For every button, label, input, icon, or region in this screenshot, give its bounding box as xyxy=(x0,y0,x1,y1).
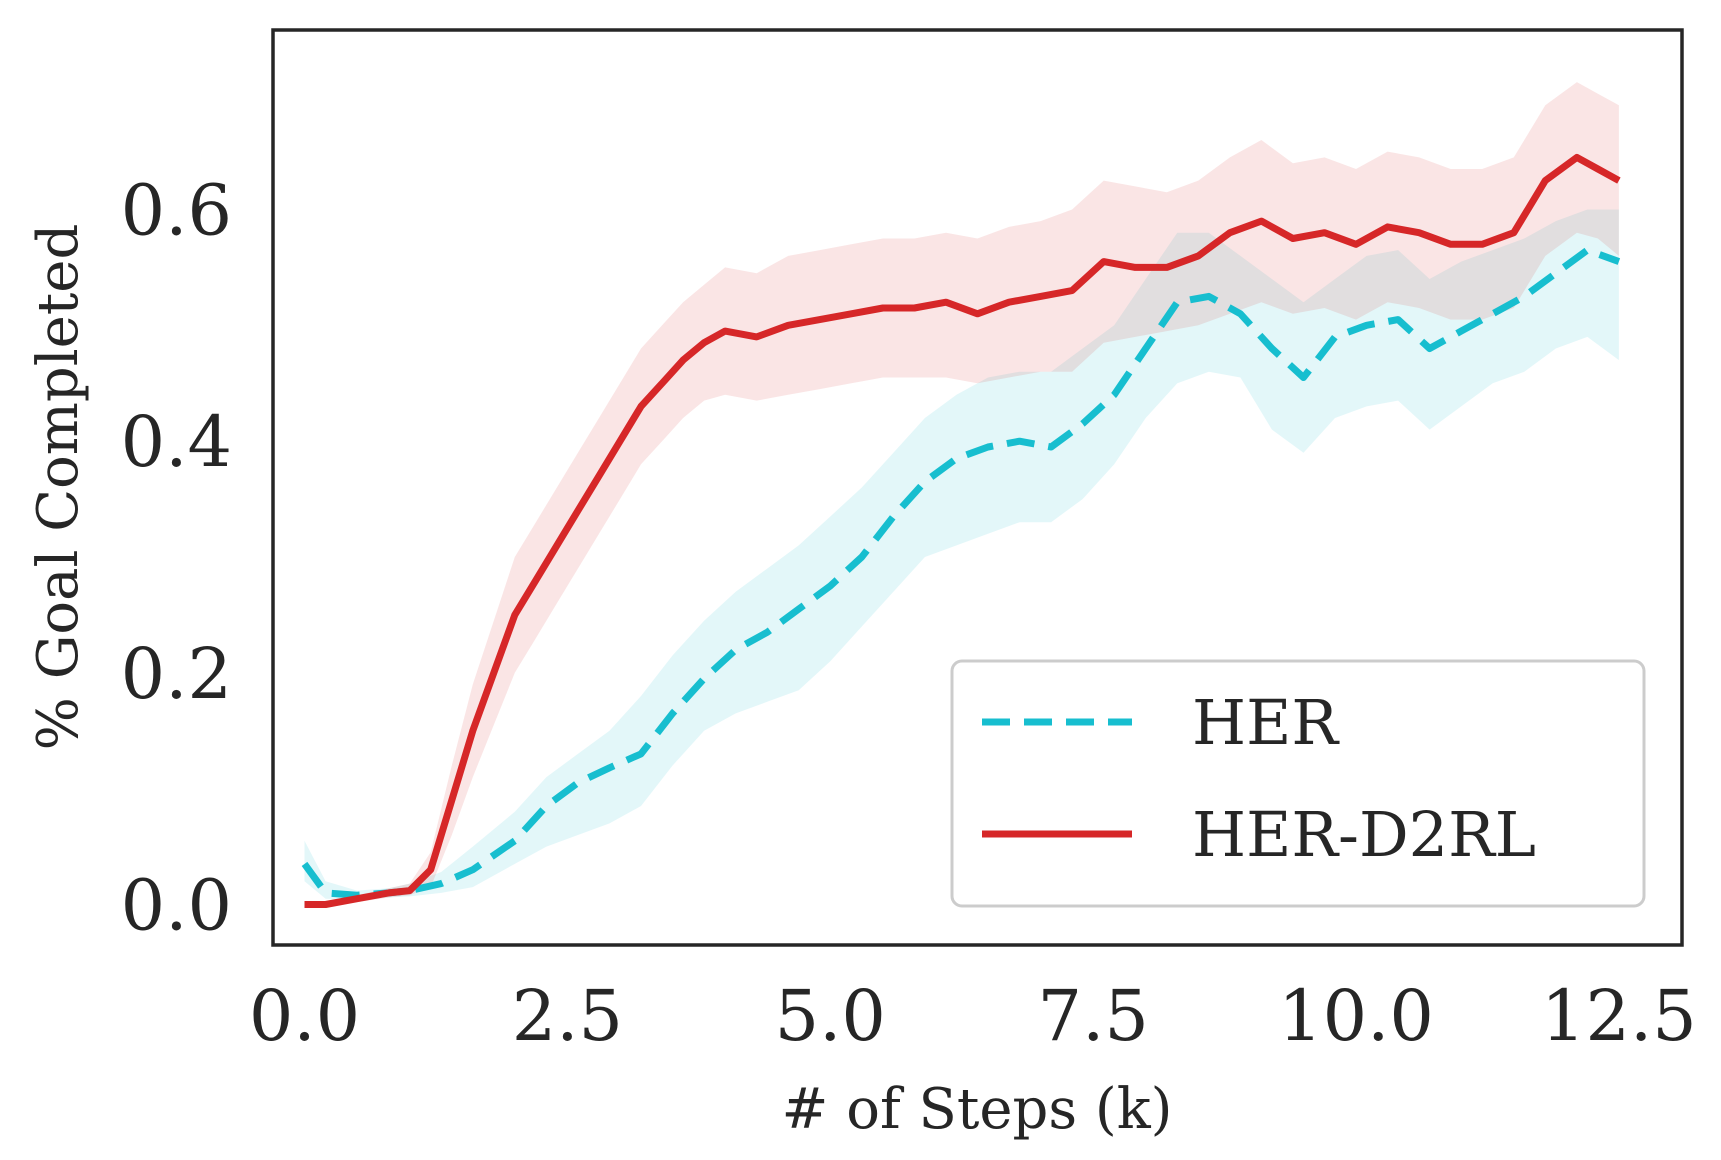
x-tick-label: 5.0 xyxy=(775,975,886,1057)
confidence-bands xyxy=(304,82,1619,905)
y-tick-label: 0.0 xyxy=(121,865,232,947)
x-tick-label: 10.0 xyxy=(1278,975,1434,1057)
band-her xyxy=(304,209,1619,900)
x-tick-label: 7.5 xyxy=(1038,975,1149,1057)
x-tick-label: 12.5 xyxy=(1541,975,1697,1057)
series-line-her-d2rl xyxy=(304,153,1621,908)
y-tick-label: 0.4 xyxy=(121,401,232,483)
y-axis-ticks: 0.0 0.2 0.4 0.6 xyxy=(121,170,232,947)
plot-frame xyxy=(271,28,1684,947)
legend-label-her: HER xyxy=(1192,686,1340,759)
y-axis-title: % Goal Completed xyxy=(26,224,91,751)
series-lines xyxy=(301,153,1621,908)
x-tick-label: 0.0 xyxy=(249,975,360,1057)
x-axis-ticks: 0.0 2.5 5.0 7.5 10.0 12.5 xyxy=(249,975,1697,1057)
legend: HER HER-D2RL xyxy=(950,659,1646,908)
x-tick-label: 2.5 xyxy=(512,975,623,1057)
x-axis-title: # of Steps (k) xyxy=(782,1077,1173,1142)
y-tick-label: 0.6 xyxy=(121,170,232,252)
band-her-d2rl xyxy=(304,82,1619,905)
legend-label-her-d2rl: HER-D2RL xyxy=(1192,798,1536,871)
series-line-her xyxy=(301,246,1621,899)
y-tick-label: 0.2 xyxy=(121,633,232,715)
